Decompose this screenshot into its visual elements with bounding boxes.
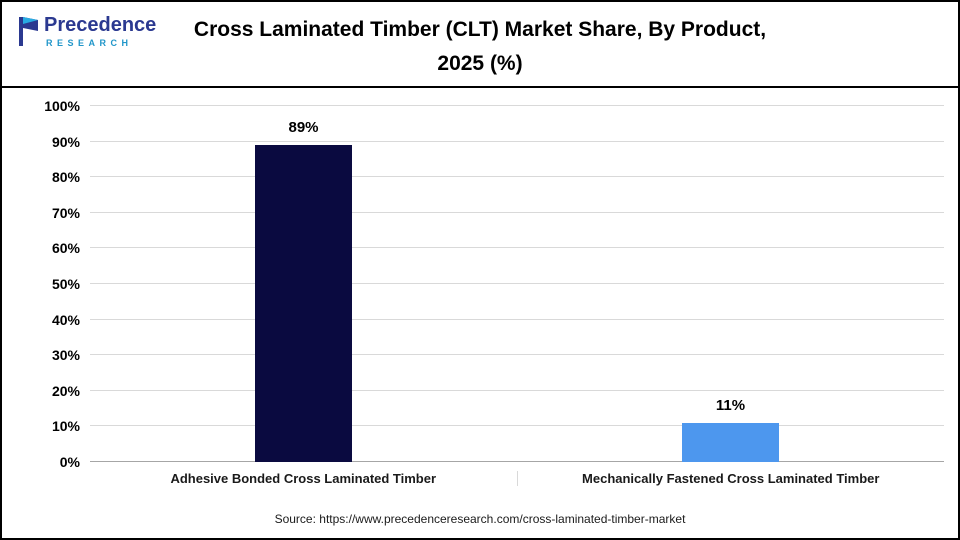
y-tick-label: 80% xyxy=(51,169,80,186)
chart-title: Cross Laminated Timber (CLT) Market Shar… xyxy=(2,2,958,81)
x-category-label: Adhesive Bonded Cross Laminated Timber xyxy=(170,471,437,486)
y-tick-label: 20% xyxy=(51,382,80,399)
y-tick-label: 30% xyxy=(51,347,80,364)
logo-subtitle: RESEARCH xyxy=(46,38,133,48)
bar-value-label: 11% xyxy=(715,396,746,414)
chart-title-line1: Cross Laminated Timber (CLT) Market Shar… xyxy=(193,18,767,41)
bar-mechanically-fastened-clt: 11% xyxy=(682,397,779,462)
x-axis-labels: Adhesive Bonded Cross Laminated Timber Me… xyxy=(90,462,944,486)
gridline xyxy=(90,425,944,427)
gridline xyxy=(90,247,944,249)
y-tick-label: 0% xyxy=(59,454,80,470)
plot-area: 89% 11% xyxy=(90,105,944,462)
gridline xyxy=(90,354,944,356)
gridline xyxy=(90,211,944,213)
gridline xyxy=(90,140,944,142)
logo-icon xyxy=(16,14,40,53)
y-tick-label: 90% xyxy=(51,133,80,150)
x-category-label: Mechanically Fastened Cross Laminated Ti… xyxy=(516,471,945,486)
precedence-research-logo: Precedence RESEARCH xyxy=(16,14,156,53)
bar-slot: 11% xyxy=(517,106,944,462)
logo-name: Precedence xyxy=(44,14,157,36)
gridline xyxy=(90,318,944,320)
header: Precedence RESEARCH Cross Laminated Timb… xyxy=(2,2,958,88)
gridline xyxy=(90,176,944,178)
y-tick-label: 100% xyxy=(44,98,80,114)
y-axis: 0% 10% 20% 30% 40% 50% 60% 70% 80% 90% 100% xyxy=(2,98,90,470)
source-text: Source: https://www.precedenceresearch.c… xyxy=(274,512,686,526)
bar-chart: 0% 10% 20% 30% 40% 50% 60% 70% 80% 90% 100% 89% 11% xyxy=(2,98,958,470)
chart-title-line2: 2025 (%) xyxy=(437,52,523,75)
y-tick-label: 70% xyxy=(51,204,80,221)
y-tick-label: 60% xyxy=(51,240,80,257)
bar-value-label: 89% xyxy=(288,119,319,137)
y-tick-label: 10% xyxy=(51,418,80,435)
logo-text: Precedence RESEARCH xyxy=(44,14,156,48)
x-axis-line xyxy=(90,461,944,462)
y-tick-label: 50% xyxy=(51,276,80,292)
y-tick-label: 40% xyxy=(51,311,80,328)
gridline xyxy=(90,283,944,284)
footer: Source: https://www.precedenceresearch.c… xyxy=(2,496,958,538)
chart-area: 0% 10% 20% 30% 40% 50% 60% 70% 80% 90% 100% 89% 11%… xyxy=(2,88,958,496)
bar-adhesive-bonded-clt: 89% xyxy=(255,119,352,462)
bar-slot: 89% xyxy=(90,106,517,462)
gridline xyxy=(90,389,944,391)
gridline xyxy=(90,105,944,106)
